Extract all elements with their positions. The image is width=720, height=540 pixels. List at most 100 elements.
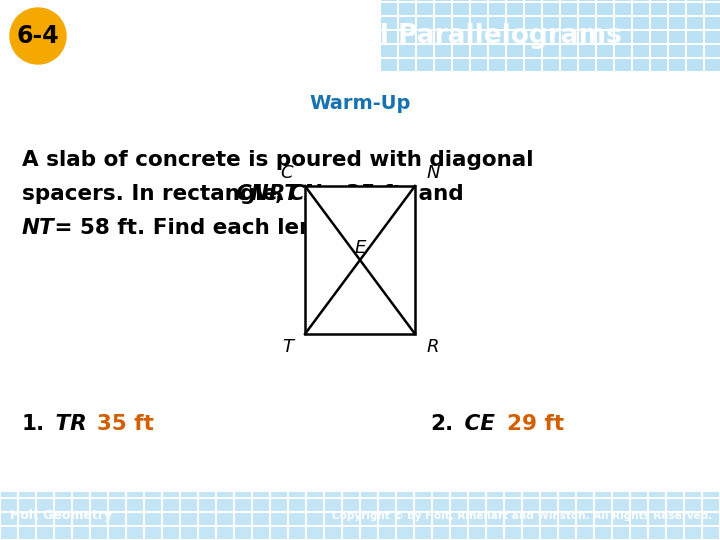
Bar	[217, 499, 233, 511]
Bar	[703, 485, 719, 497]
Bar	[435, 17, 451, 29]
Bar	[489, 45, 505, 57]
Bar	[55, 499, 71, 511]
Circle shape	[10, 8, 66, 64]
Bar	[705, 17, 720, 29]
Bar	[613, 513, 629, 525]
Bar	[631, 527, 647, 539]
Bar	[399, 0, 415, 1]
Bar	[669, 17, 685, 29]
Bar	[487, 485, 503, 497]
Bar	[651, 45, 667, 57]
Bar	[109, 513, 125, 525]
Bar	[1, 499, 17, 511]
Bar	[615, 0, 631, 1]
Bar	[613, 499, 629, 511]
Text: CN: CN	[288, 184, 322, 204]
Text: = 35 ft, and: = 35 ft, and	[313, 184, 464, 204]
Text: TR: TR	[48, 414, 86, 434]
Bar	[489, 31, 505, 43]
Bar	[631, 485, 647, 497]
Bar	[433, 513, 449, 525]
Bar	[271, 485, 287, 497]
Bar	[181, 485, 197, 497]
Bar	[543, 3, 559, 15]
Bar	[343, 499, 359, 511]
Bar	[307, 513, 323, 525]
Bar	[399, 59, 415, 71]
Bar	[37, 527, 53, 539]
Bar	[559, 499, 575, 511]
Bar	[631, 499, 647, 511]
Bar	[577, 499, 593, 511]
Bar	[415, 485, 431, 497]
Bar	[253, 513, 269, 525]
Bar	[471, 17, 487, 29]
Bar	[1, 527, 17, 539]
Text: 29 ft: 29 ft	[492, 414, 564, 434]
Bar	[633, 31, 649, 43]
Bar	[325, 485, 341, 497]
Bar	[361, 499, 377, 511]
Text: spacers. In rectangle: spacers. In rectangle	[22, 184, 284, 204]
Bar	[381, 17, 397, 29]
Bar	[613, 527, 629, 539]
Bar	[523, 527, 539, 539]
Bar	[487, 513, 503, 525]
Text: 2.: 2.	[430, 414, 454, 434]
Bar	[109, 527, 125, 539]
Bar	[579, 3, 595, 15]
Bar	[579, 0, 595, 1]
Bar	[633, 45, 649, 57]
Bar	[471, 59, 487, 71]
Bar	[687, 0, 703, 1]
Bar	[649, 485, 665, 497]
Bar	[705, 45, 720, 57]
Bar	[325, 499, 341, 511]
Bar	[579, 31, 595, 43]
Bar	[469, 485, 485, 497]
Bar	[541, 499, 557, 511]
Bar	[471, 45, 487, 57]
Bar	[471, 3, 487, 15]
Bar	[507, 59, 523, 71]
Bar	[597, 0, 613, 1]
Text: 6-4: 6-4	[17, 24, 59, 48]
Bar	[399, 17, 415, 29]
Bar	[451, 499, 467, 511]
Bar	[435, 3, 451, 15]
Bar	[633, 17, 649, 29]
Bar	[597, 3, 613, 15]
Bar	[703, 527, 719, 539]
Bar	[397, 513, 413, 525]
Bar	[91, 499, 107, 511]
Bar	[343, 513, 359, 525]
Bar	[271, 527, 287, 539]
Bar	[19, 499, 35, 511]
Bar	[669, 59, 685, 71]
Bar	[433, 527, 449, 539]
Bar	[525, 31, 541, 43]
Bar	[577, 527, 593, 539]
Bar	[415, 499, 431, 511]
Bar	[669, 3, 685, 15]
Bar	[381, 0, 397, 1]
Bar	[615, 31, 631, 43]
Bar	[379, 513, 395, 525]
Text: CNRT: CNRT	[235, 184, 299, 204]
Bar	[615, 3, 631, 15]
Bar	[597, 59, 613, 71]
Bar	[489, 17, 505, 29]
Bar	[399, 45, 415, 57]
Bar	[469, 499, 485, 511]
Bar	[199, 485, 215, 497]
Bar	[667, 527, 683, 539]
Bar	[489, 59, 505, 71]
Bar	[469, 527, 485, 539]
Bar	[1, 513, 17, 525]
Bar	[163, 513, 179, 525]
Bar	[451, 513, 467, 525]
Text: Properties of Special Parallelograms: Properties of Special Parallelograms	[78, 23, 622, 49]
Bar	[579, 45, 595, 57]
Bar	[199, 499, 215, 511]
